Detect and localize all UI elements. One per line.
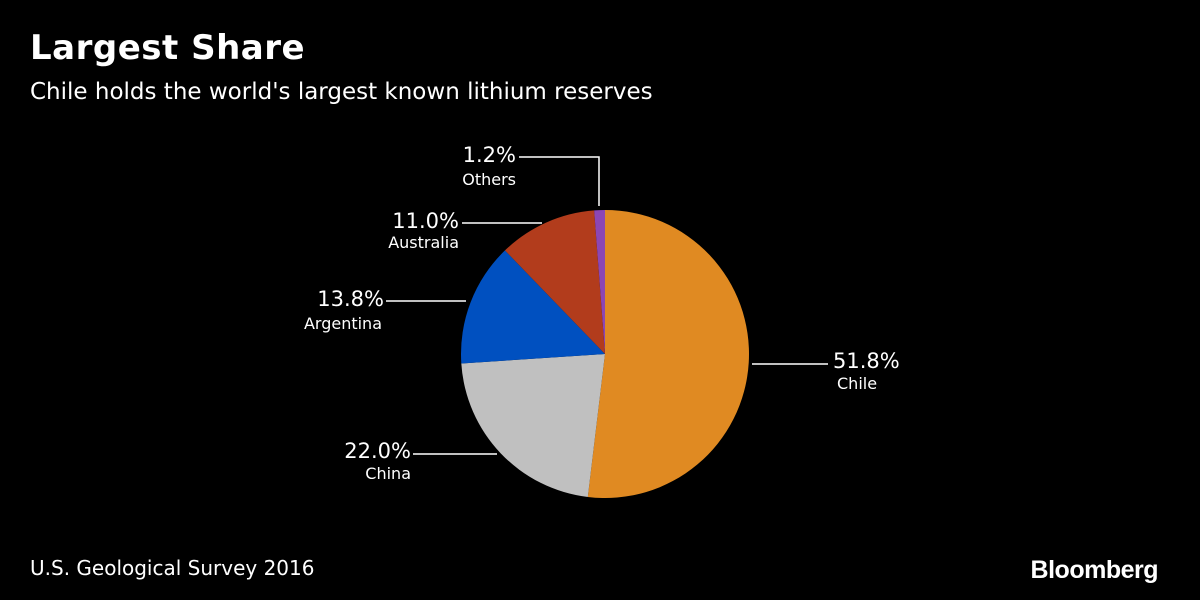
category-label-others: Others: [462, 170, 516, 189]
chart-title: Largest Share: [30, 28, 306, 68]
value-label-china: 22.0%: [344, 439, 411, 463]
category-label-argentina: Argentina: [304, 314, 382, 333]
source-note: U.S. Geological Survey 2016: [30, 556, 315, 580]
slice-labels: 51.8%Chile 22.0%China 13.8% Argentina 11.0%A…: [304, 143, 900, 483]
value-label-argentina: 13.8%: [317, 287, 384, 311]
slice-argentina: [460, 250, 605, 364]
pie-slices: [460, 210, 750, 499]
slice-australia: [504, 210, 605, 354]
leader-line-others: [519, 156, 600, 206]
leader-lines: [386, 156, 828, 455]
bloomberg-logo: Bloomberg: [1030, 556, 1159, 584]
value-label-others: 1.2%: [463, 143, 516, 167]
chart-subtitle: Chile holds the world's largest known li…: [30, 79, 653, 105]
category-label-australia: Australia: [388, 233, 459, 252]
slice-chile: [587, 210, 750, 499]
value-label-australia: 11.0%: [392, 209, 459, 233]
category-label-china: China: [365, 464, 411, 483]
value-label-chile: 51.8%: [833, 349, 900, 373]
category-label-chile: Chile: [837, 374, 877, 393]
slice-others: [594, 210, 605, 354]
slice-china: [461, 354, 605, 497]
